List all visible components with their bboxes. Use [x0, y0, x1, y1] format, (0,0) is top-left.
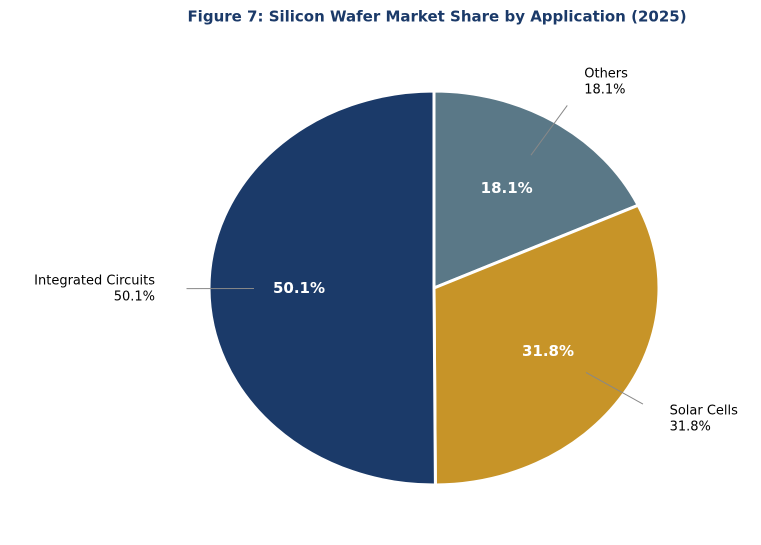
slice-percent-label: 50.1%: [114, 289, 155, 304]
slice-name-label: Integrated Circuits: [34, 273, 155, 288]
slice-name-label: Solar Cells: [670, 403, 739, 418]
slice-percent-label: 18.1%: [584, 83, 625, 98]
leader-line: [530, 105, 568, 156]
slice-value-label: 18.1%: [481, 179, 533, 197]
slice-value-label: 50.1%: [273, 279, 325, 297]
chart-title: Figure 7: Silicon Wafer Market Share by …: [187, 8, 686, 26]
slice-name-label: Others: [584, 67, 628, 82]
slice-percent-label: 31.8%: [670, 419, 711, 434]
leader-line: [585, 372, 644, 405]
slice-value-label: 31.8%: [522, 342, 574, 360]
